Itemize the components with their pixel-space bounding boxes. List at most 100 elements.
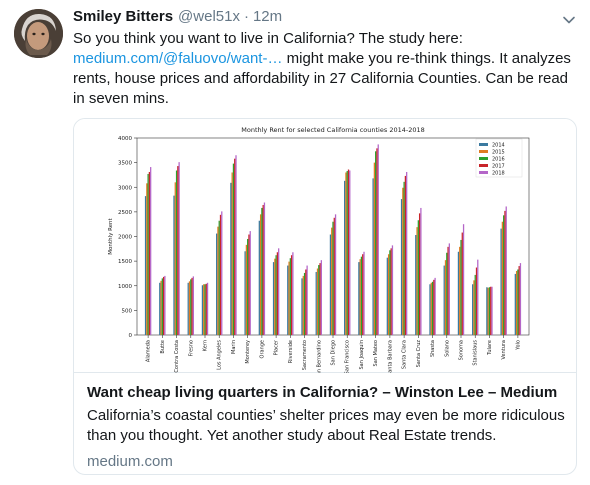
x-tick-label: Placer (274, 339, 280, 355)
y-tick-label: 4000 (118, 136, 132, 142)
bar-2016 (147, 173, 149, 335)
bar-2017 (205, 283, 207, 335)
tweet-text: So you think you want to live in Califor… (73, 29, 578, 109)
bar-2017 (347, 169, 350, 335)
bar-2017 (475, 267, 478, 335)
bar-2018 (434, 277, 436, 335)
chart-title: Monthly Rent for selected California cou… (241, 126, 425, 134)
bar-2017 (461, 232, 463, 335)
bar-2018 (477, 259, 479, 335)
bar-2018 (377, 144, 379, 335)
tweet-link[interactable]: medium.com/@faluovo/want-… (73, 50, 283, 67)
bar-2015 (174, 182, 176, 335)
bar-2014 (386, 257, 388, 335)
x-tick-label: Yolo (515, 340, 521, 351)
bar-2014 (187, 282, 189, 335)
y-tick-label: 0 (129, 333, 133, 339)
bar-2015 (331, 227, 333, 335)
bar-2016 (389, 250, 391, 335)
legend-label: 2017 (492, 164, 505, 170)
bar-2016 (318, 265, 320, 335)
legend-label: 2014 (492, 143, 505, 149)
bar-2014 (486, 287, 488, 335)
bar-2014 (144, 196, 147, 335)
bar-2017 (305, 269, 307, 335)
bar-2017 (433, 279, 435, 335)
bar-2018 (249, 231, 251, 335)
bar-2018 (391, 245, 394, 335)
rent-bar-chart: Monthly Rent for selected California cou… (108, 126, 530, 373)
x-tick-label: Sonoma (459, 340, 465, 360)
bar-2014 (457, 251, 460, 335)
y-tick-label: 500 (122, 308, 133, 314)
bar-2014 (514, 273, 516, 335)
bar-2017 (276, 252, 279, 335)
y-tick-label: 2000 (118, 235, 132, 241)
bar-2018 (278, 248, 280, 335)
x-tick-label: Stanislaus (473, 340, 479, 366)
bar-2014 (258, 220, 260, 335)
bar-2015 (430, 282, 432, 335)
user-handle[interactable]: @wel51x (178, 8, 240, 25)
bar-2017 (518, 266, 520, 335)
tweet-header: Smiley Bitters @wel51x · 12m (73, 8, 282, 28)
tweet-text-line1: So you think you want to live in Califor… (73, 30, 463, 47)
x-tick-label: Solano (444, 340, 450, 357)
legend-label: 2018 (492, 171, 505, 177)
x-tick-label: San Joaquin (359, 340, 365, 370)
bar-2015 (459, 246, 461, 335)
legend-swatch (479, 143, 488, 146)
bar-2015 (302, 275, 304, 335)
bar-2016 (303, 272, 306, 335)
bar-2015 (444, 260, 447, 335)
bar-2017 (319, 263, 321, 335)
bar-2014 (272, 262, 275, 335)
bar-2016 (403, 181, 405, 335)
bar-2017 (248, 234, 250, 335)
bar-2016 (218, 220, 220, 335)
bar-2014 (301, 278, 303, 335)
y-tick-label: 3000 (118, 185, 132, 191)
bar-2015 (160, 280, 162, 335)
separator-dot: · (243, 8, 249, 25)
bar-2018 (306, 265, 308, 335)
card-title: Want cheap living quarters in California… (87, 384, 558, 401)
timestamp[interactable]: 12m (252, 8, 283, 25)
x-tick-label: Ventura (501, 340, 507, 360)
bar-2015 (515, 270, 518, 335)
x-tick-label: Sacramento (302, 340, 308, 370)
x-tick-label: Santa Cruz (416, 340, 422, 368)
x-tick-label: San Bernardino (316, 340, 322, 373)
x-tick-label: Santa Clara (402, 340, 408, 369)
bar-2017 (362, 254, 364, 335)
link-card[interactable]: Monthly Rent for selected California cou… (73, 118, 577, 475)
bar-2018 (406, 171, 408, 335)
bar-2016 (190, 279, 192, 335)
card-domain: medium.com (87, 453, 173, 470)
legend-swatch (479, 171, 488, 174)
bar-2014 (472, 284, 474, 335)
bar-2017 (234, 158, 236, 335)
bar-2015 (487, 287, 489, 335)
bar-2018 (178, 162, 180, 335)
bar-2015 (245, 244, 248, 335)
tweet-text-rest: might make you re-think things. It analy… (73, 50, 571, 107)
bar-2015 (231, 172, 233, 335)
legend-swatch (479, 157, 488, 160)
bar-2014 (315, 271, 317, 335)
bar-2018 (505, 206, 507, 335)
bar-2015 (501, 221, 504, 335)
display-name[interactable]: Smiley Bitters (73, 8, 174, 25)
bar-2018 (448, 243, 450, 335)
y-tick-label: 1000 (118, 284, 132, 290)
avatar[interactable] (14, 9, 63, 58)
bar-2018 (164, 275, 166, 335)
bar-2016 (375, 151, 377, 335)
chevron-down-icon[interactable] (561, 12, 577, 28)
legend-label: 2015 (492, 150, 505, 156)
bar-2015 (373, 162, 376, 335)
x-tick-label: Shasta (430, 340, 436, 357)
bar-2018 (519, 263, 522, 335)
bar-2014 (344, 180, 346, 335)
